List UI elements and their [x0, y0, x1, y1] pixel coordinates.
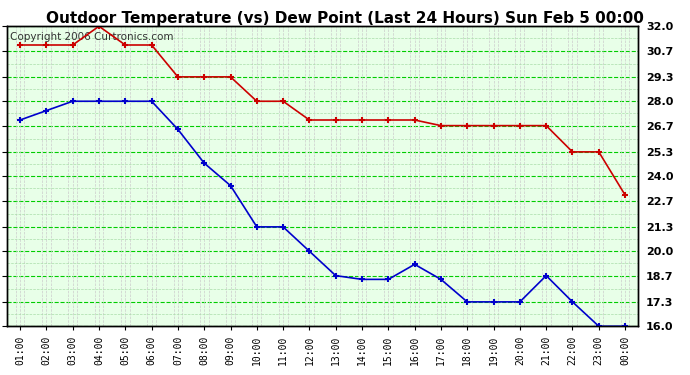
Text: Outdoor Temperature (vs) Dew Point (Last 24 Hours) Sun Feb 5 00:00: Outdoor Temperature (vs) Dew Point (Last… [46, 11, 644, 26]
Text: Copyright 2006 Curtronics.com: Copyright 2006 Curtronics.com [10, 32, 174, 42]
